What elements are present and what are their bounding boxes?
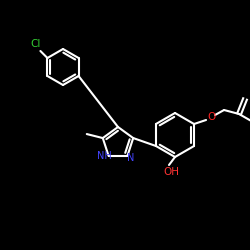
Text: Cl: Cl [30,39,40,49]
Text: OH: OH [163,167,179,177]
Text: N: N [127,153,134,163]
Text: NH: NH [97,151,112,161]
Text: O: O [207,112,215,122]
